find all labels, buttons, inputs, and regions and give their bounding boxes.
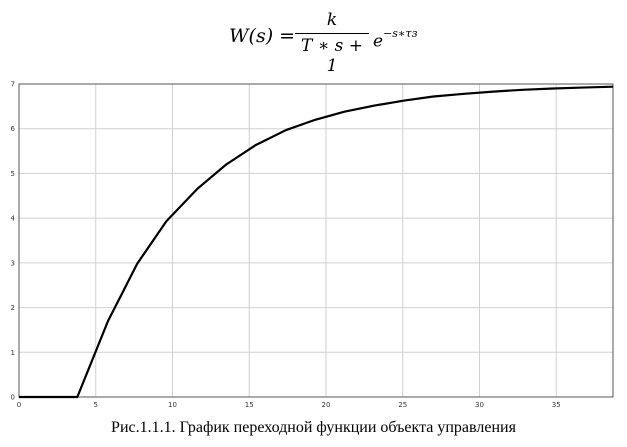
formula-lhs: W(s) = [229,25,296,47]
transfer-function-formula: W(s) = k T ∗ s + 1 e−s∗τз [0,8,627,76]
formula-fraction: k T ∗ s + 1 [295,10,369,76]
exp-power: −s∗τз [383,27,418,40]
y-tick-label: 2 [11,304,15,312]
y-tick-label: 7 [11,81,15,89]
x-tick-label: 5 [94,401,98,409]
exp-base: e [373,31,384,52]
y-tick-label: 1 [11,349,15,357]
y-tick-label: 5 [11,170,15,178]
figure-caption: Рис.1.1.1. График переходной функции объ… [111,419,516,436]
y-tick-label: 0 [11,394,15,402]
x-tick-label: 30 [475,401,484,409]
y-tick-label: 3 [11,259,15,267]
tick-labels: 0 5 10 15 20 25 30 35 0 1 2 3 4 5 6 7 [11,81,561,410]
grid [19,84,613,397]
formula-numerator: k [326,10,338,30]
series-line [19,85,614,399]
x-tick-label: 0 [17,401,21,409]
formula-exponential: e−s∗τз [373,27,418,52]
fraction-bar [295,33,369,34]
y-tick-label: 4 [11,215,16,223]
plot-area-frame [18,83,614,398]
formula-denominator: T ∗ s + 1 [300,36,364,76]
x-tick-label: 25 [398,401,407,409]
x-tick-label: 10 [168,401,177,409]
step-response-chart: 0 5 10 15 20 25 30 35 0 1 2 3 4 5 6 7 [11,81,614,410]
y-tick-label: 6 [11,125,16,133]
x-tick-label: 35 [552,401,561,409]
x-tick-label: 20 [322,401,331,409]
x-tick-label: 15 [245,401,254,409]
